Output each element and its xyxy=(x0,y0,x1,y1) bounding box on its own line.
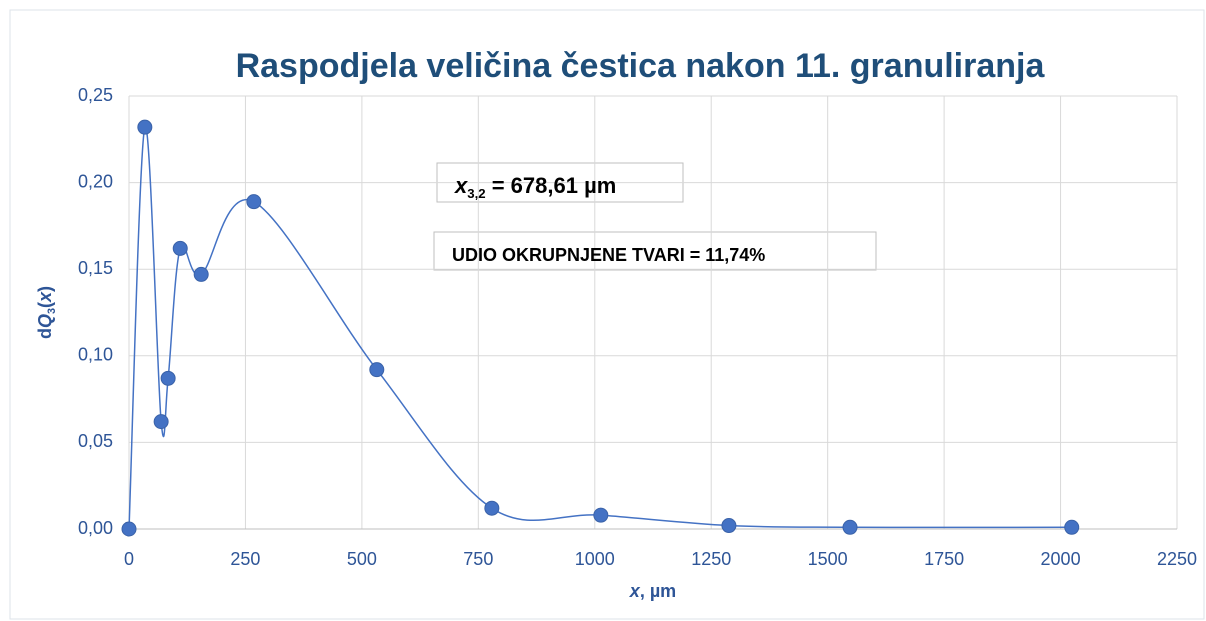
label-part: x xyxy=(35,291,55,303)
x-tick-label: 500 xyxy=(347,549,377,569)
data-point xyxy=(1064,519,1080,535)
y-tick-label: 0,00 xyxy=(78,518,113,538)
data-point xyxy=(193,266,209,282)
x-tick-label: 2250 xyxy=(1157,549,1197,569)
data-point xyxy=(246,194,262,210)
label-part: x xyxy=(629,581,641,601)
x-axis-label: x, µm xyxy=(629,581,676,601)
label-part: UDIO OKRUPNJENE TVARI = 11,74% xyxy=(452,245,765,265)
label-part: d xyxy=(35,328,55,339)
data-point xyxy=(121,521,137,537)
annotation: UDIO OKRUPNJENE TVARI = 11,74% xyxy=(452,245,765,265)
annotation: x3,2 = 678,61 µm xyxy=(454,173,616,201)
label-part: 3,2 xyxy=(467,186,485,201)
data-point xyxy=(172,240,188,256)
y-tick-label: 0,10 xyxy=(78,345,113,365)
data-point xyxy=(153,414,169,430)
data-point xyxy=(369,362,385,378)
x-tick-label: 250 xyxy=(230,549,260,569)
data-point xyxy=(842,519,858,535)
data-point xyxy=(137,119,153,135)
y-tick-label: 0,25 xyxy=(78,85,113,105)
data-point xyxy=(721,518,737,534)
x-tick-label: 1000 xyxy=(575,549,615,569)
label-part: = 678,61 µm xyxy=(486,173,617,198)
y-tick-label: 0,15 xyxy=(78,258,113,278)
label-part: ) xyxy=(35,286,55,292)
y-tick-label: 0,05 xyxy=(78,431,113,451)
data-point xyxy=(484,500,500,516)
x-tick-label: 2000 xyxy=(1041,549,1081,569)
x-tick-label: 1750 xyxy=(924,549,964,569)
x-tick-label: 750 xyxy=(463,549,493,569)
annotation-box xyxy=(433,231,877,271)
x-tick-label: 0 xyxy=(124,549,134,569)
data-point xyxy=(593,507,609,523)
label-part: 3 xyxy=(46,308,58,314)
label-part: , µm xyxy=(640,581,676,601)
label-part: Q xyxy=(35,314,55,328)
data-point xyxy=(160,370,176,386)
chart-title: Raspodjela veličina čestica nakon 11. gr… xyxy=(236,47,1046,85)
label-part: ( xyxy=(35,302,55,308)
label-part: x xyxy=(454,173,468,198)
y-tick-label: 0,20 xyxy=(78,171,113,191)
x-tick-label: 1250 xyxy=(691,549,731,569)
y-axis-label: dQ3(x) xyxy=(35,286,58,339)
x-tick-label: 1500 xyxy=(808,549,848,569)
